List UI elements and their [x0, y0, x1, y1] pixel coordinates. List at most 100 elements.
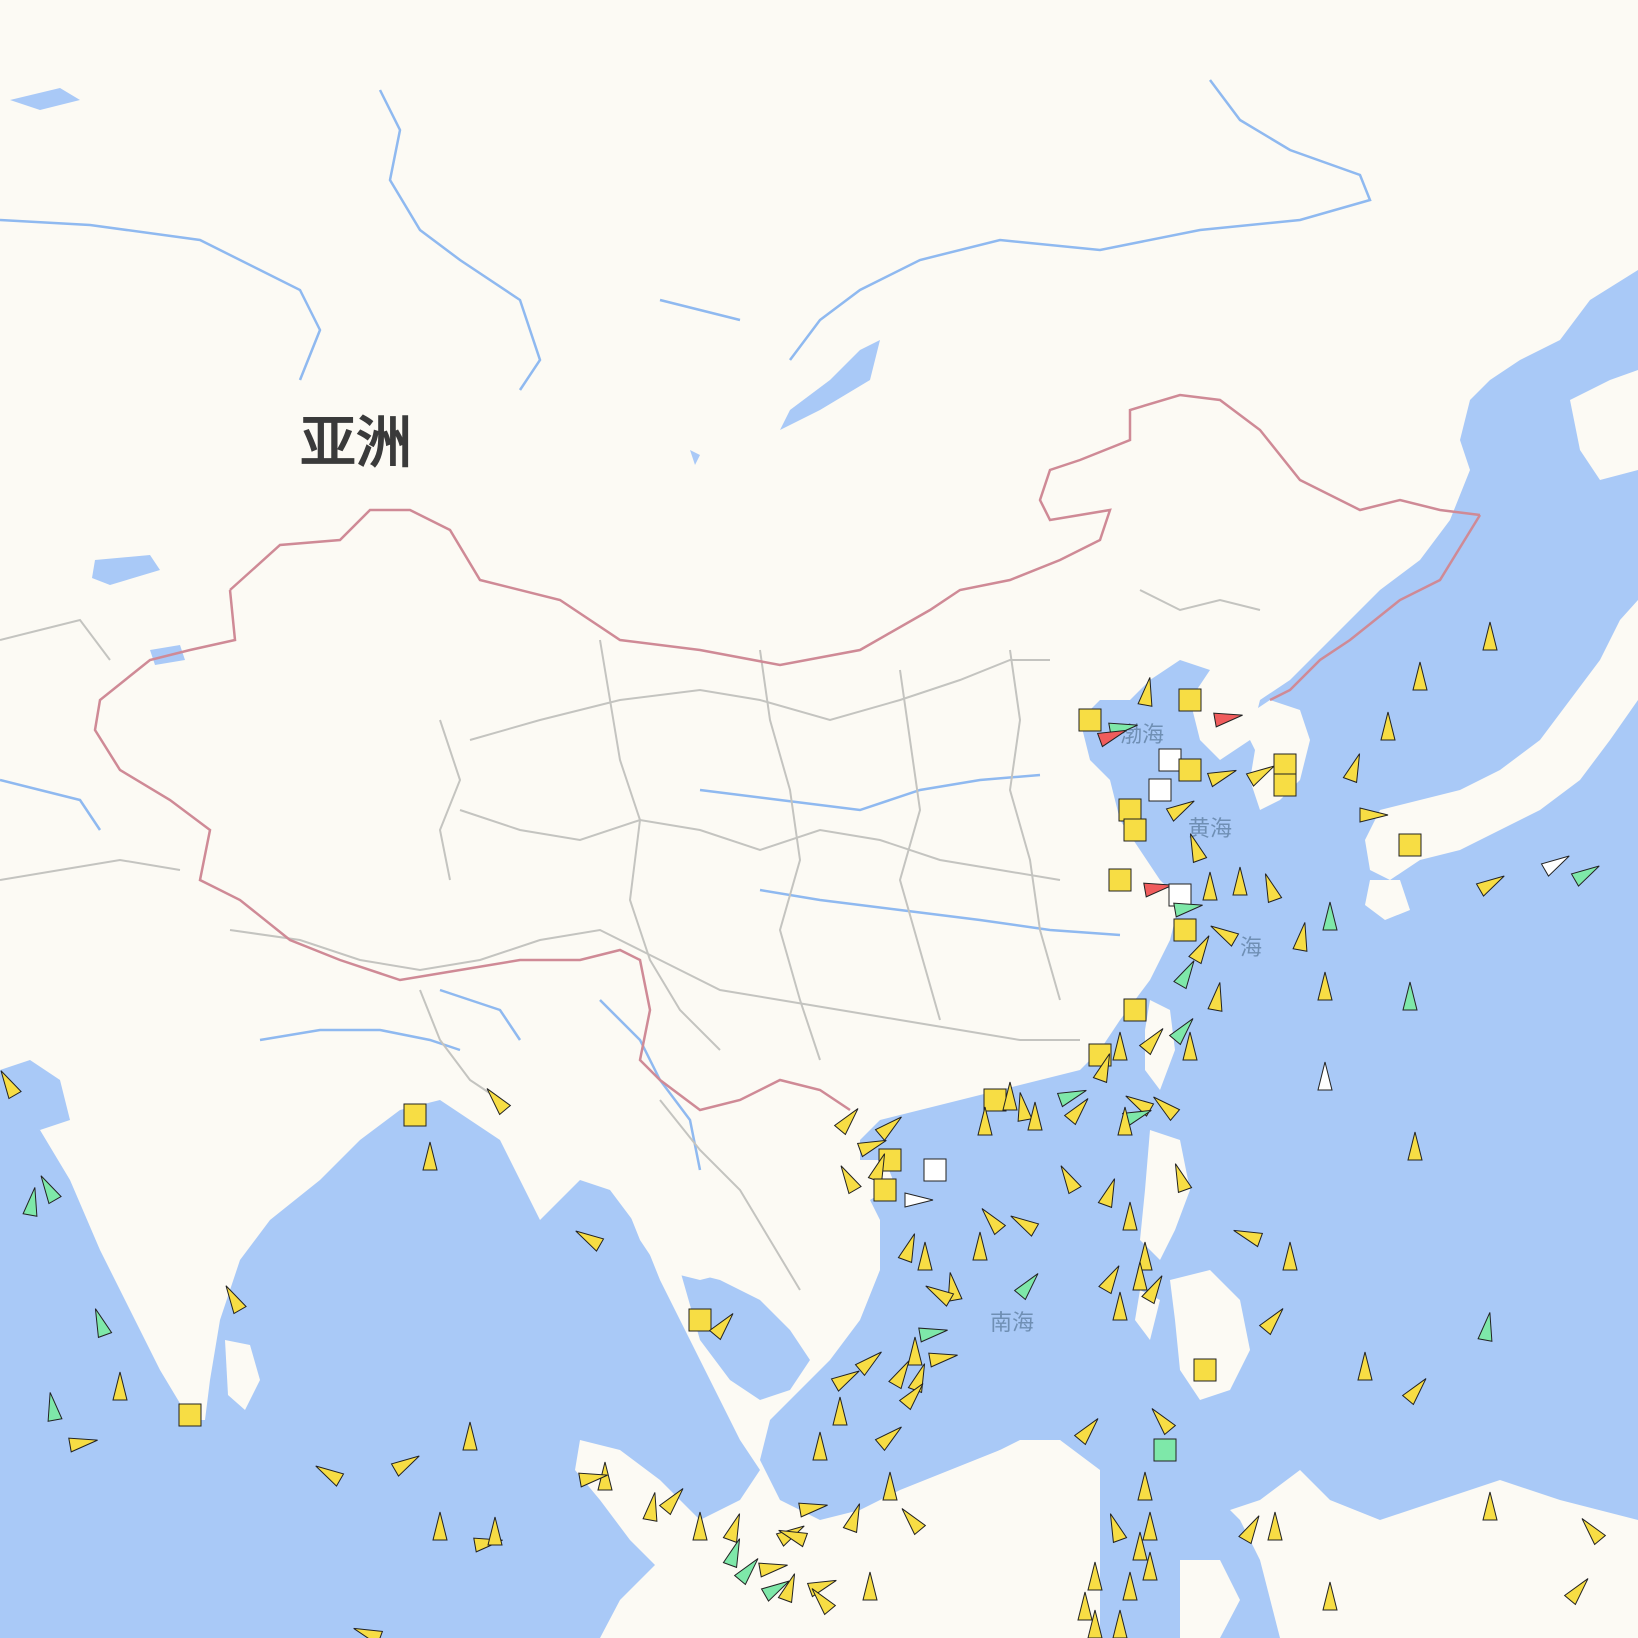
vessel-marker-heading[interactable] — [658, 1484, 689, 1516]
vessel-marker-heading[interactable] — [1232, 866, 1248, 896]
vessel-marker-heading[interactable] — [928, 1348, 959, 1368]
vessel-marker-heading[interactable] — [1245, 760, 1278, 787]
vessel-marker-heading[interactable] — [1402, 981, 1418, 1011]
vessel-marker-stationary[interactable] — [1273, 773, 1297, 797]
vessel-marker-heading[interactable] — [922, 1280, 955, 1307]
vessel-marker-heading[interactable] — [1482, 621, 1498, 651]
vessel-marker-heading[interactable] — [312, 1460, 345, 1487]
vessel-marker-stationary[interactable] — [1078, 708, 1102, 732]
vessel-marker-heading[interactable] — [1087, 1609, 1103, 1638]
vessel-marker-heading[interactable] — [897, 1231, 921, 1264]
vessel-marker-heading[interactable] — [842, 1501, 866, 1534]
vessel-marker-stationary[interactable] — [688, 1308, 712, 1332]
vessel-marker-heading[interactable] — [1137, 1471, 1153, 1501]
vessel-marker-heading[interactable] — [1002, 1081, 1018, 1111]
vessel-marker-heading[interactable] — [1188, 932, 1215, 965]
vessel-marker-heading[interactable] — [1147, 1404, 1177, 1436]
vessel-marker-stationary[interactable] — [1168, 883, 1192, 907]
vessel-marker-heading[interactable] — [830, 1365, 863, 1392]
vessel-marker-heading[interactable] — [1137, 676, 1157, 707]
vessel-marker-heading[interactable] — [642, 1491, 662, 1522]
vessel-marker-heading[interactable] — [1317, 971, 1333, 1001]
vessel-marker-heading[interactable] — [1359, 807, 1389, 823]
vessel-marker-heading[interactable] — [1213, 708, 1244, 728]
vessel-marker-heading[interactable] — [1013, 1091, 1033, 1122]
vessel-marker-stationary[interactable] — [1193, 1358, 1217, 1382]
vessel-marker-heading[interactable] — [1104, 1511, 1128, 1544]
vessel-markers[interactable] — [0, 621, 1607, 1638]
vessel-marker-heading[interactable] — [972, 1231, 988, 1261]
vessel-marker-heading[interactable] — [1207, 920, 1240, 947]
vessel-marker-heading[interactable] — [1132, 1261, 1148, 1291]
vessel-marker-heading[interactable] — [1137, 1241, 1153, 1271]
vessel-marker-heading[interactable] — [856, 1134, 889, 1158]
vessel-marker-stationary[interactable] — [1123, 818, 1147, 842]
vessel-marker-heading[interactable] — [1112, 1031, 1128, 1061]
vessel-marker-stationary[interactable] — [1178, 758, 1202, 782]
vessel-marker-heading[interactable] — [907, 1336, 923, 1366]
vessel-marker-heading[interactable] — [1317, 1061, 1333, 1091]
vessel-marker-heading[interactable] — [1380, 711, 1396, 741]
vessel-marker-heading[interactable] — [888, 1357, 915, 1390]
vessel-marker-heading[interactable] — [462, 1421, 478, 1451]
vessel-marker-heading[interactable] — [1207, 981, 1227, 1012]
vessel-marker-heading[interactable] — [733, 1554, 764, 1586]
vessel-marker-stationary[interactable] — [1158, 748, 1182, 772]
vessel-marker-stationary[interactable] — [1148, 778, 1172, 802]
vessel-marker-heading[interactable] — [112, 1371, 128, 1401]
vessel-marker-stationary[interactable] — [923, 1158, 947, 1182]
vessel-marker-heading[interactable] — [1202, 871, 1218, 901]
vessel-marker-heading[interactable] — [1141, 1272, 1168, 1305]
vessel-marker-heading[interactable] — [1322, 1581, 1338, 1611]
vessel-marker-heading[interactable] — [832, 1396, 848, 1426]
vessel-marker-heading[interactable] — [835, 1162, 862, 1195]
vessel-marker-heading[interactable] — [487, 1516, 503, 1546]
vessel-marker-heading[interactable] — [1165, 795, 1198, 822]
vessel-marker-heading[interactable] — [854, 1347, 886, 1377]
vessel-marker-stationary[interactable] — [1398, 833, 1422, 857]
vessel-marker-heading[interactable] — [897, 1504, 927, 1536]
vessel-marker-stationary[interactable] — [1108, 868, 1132, 892]
vessel-marker-heading[interactable] — [1412, 661, 1428, 691]
vessel-marker-heading[interactable] — [1096, 724, 1129, 748]
vessel-marker-heading[interactable] — [1482, 1491, 1498, 1521]
vessel-marker-heading[interactable] — [692, 1511, 708, 1541]
vessel-marker-heading[interactable] — [1077, 1591, 1093, 1621]
vessel-marker-heading[interactable] — [760, 1575, 793, 1602]
vessel-marker-heading[interactable] — [35, 1172, 62, 1205]
vessel-marker-heading[interactable] — [1055, 1162, 1082, 1195]
vessel-marker-heading[interactable] — [758, 1558, 789, 1578]
vessel-marker-stationary[interactable] — [1123, 998, 1147, 1022]
vessel-marker-heading[interactable] — [833, 1104, 864, 1136]
vessel-marker-heading[interactable] — [1098, 1262, 1125, 1295]
vessel-marker-heading[interactable] — [1570, 860, 1603, 887]
vessel-marker-heading[interactable] — [1117, 1106, 1133, 1136]
vessel-marker-heading[interactable] — [351, 1622, 384, 1638]
vessel-marker-stationary[interactable] — [403, 1103, 427, 1127]
vessel-marker-heading[interactable] — [977, 1204, 1007, 1236]
vessel-marker-heading[interactable] — [1563, 1574, 1594, 1606]
vessel-marker-heading[interactable] — [1169, 1161, 1193, 1194]
vessel-marker-heading[interactable] — [1132, 1531, 1148, 1561]
vessel-marker-heading[interactable] — [1112, 1291, 1128, 1321]
vessel-marker-heading[interactable] — [874, 1422, 906, 1452]
vessel-marker-heading[interactable] — [1238, 1512, 1265, 1545]
vessel-marker-heading[interactable] — [1112, 1609, 1128, 1638]
vessel-marker-heading[interactable] — [1342, 751, 1366, 784]
vessel-marker-heading[interactable] — [1142, 1551, 1158, 1581]
vessel-marker-heading[interactable] — [482, 1084, 512, 1116]
vessel-marker-heading[interactable] — [220, 1282, 247, 1315]
vessel-marker-heading[interactable] — [1173, 898, 1204, 918]
vessel-marker-heading[interactable] — [776, 1524, 809, 1548]
vessel-marker-stationary[interactable] — [1273, 753, 1297, 777]
vessel-marker-heading[interactable] — [22, 1186, 42, 1217]
vessel-marker-heading[interactable] — [918, 1323, 949, 1343]
vessel-marker-heading[interactable] — [722, 1536, 746, 1569]
vessel-marker-heading[interactable] — [1143, 878, 1174, 898]
vessel-marker-heading[interactable] — [722, 1511, 746, 1544]
vessel-marker-heading[interactable] — [1087, 1561, 1103, 1591]
vessel-marker-heading[interactable] — [1357, 1351, 1373, 1381]
vessel-marker-heading[interactable] — [1092, 1051, 1116, 1084]
vessel-marker-heading[interactable] — [422, 1141, 438, 1171]
vessel-marker-heading[interactable] — [1142, 1511, 1158, 1541]
